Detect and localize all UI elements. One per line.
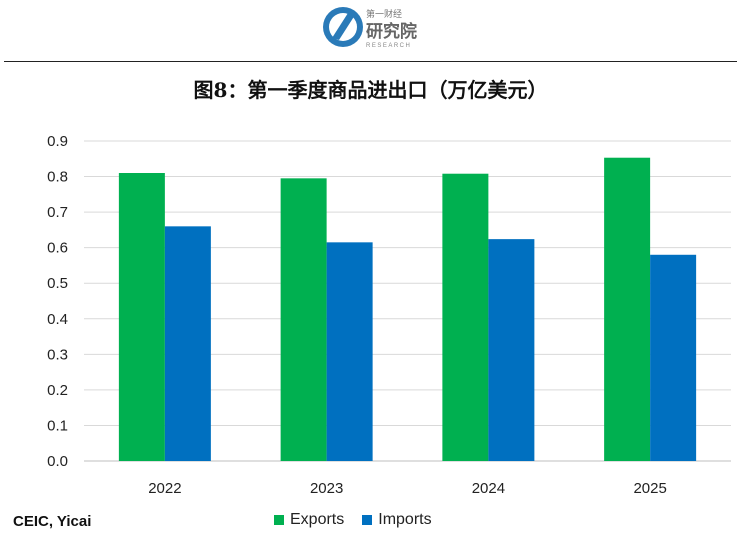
x-tick-label: 2023 (310, 480, 343, 497)
legend-label-imports: Imports (378, 511, 432, 528)
y-tick-label: 0.9 (47, 133, 68, 150)
header-divider (4, 61, 737, 62)
legend-swatch-exports (274, 515, 284, 525)
y-tick-label: 0.6 (47, 240, 68, 257)
x-tick-label: 2022 (148, 480, 181, 497)
x-tick-label: 2024 (472, 480, 505, 497)
y-tick-label: 0.1 (47, 417, 68, 434)
bar-exports-2025 (604, 157, 651, 461)
logo-top-text: 第一财经 (366, 8, 402, 19)
bar-imports-2023 (326, 242, 373, 461)
legend-swatch-imports (362, 515, 373, 525)
logo-sub-text: RESEARCH (366, 43, 411, 49)
y-tick-label: 0.3 (47, 346, 68, 363)
bar-imports-2025 (650, 254, 697, 461)
chart-title: 图8：第一季度商品进出口（万亿美元） (193, 78, 548, 102)
x-tick-label: 2025 (633, 480, 666, 497)
y-tick-label: 0.7 (47, 204, 68, 221)
bar-imports-2024 (488, 239, 535, 461)
y-tick-label: 0.0 (47, 453, 68, 470)
y-axis-tick-labels: 0.0 0.1 0.2 0.3 0.4 0.5 0.6 0.7 0.8 0.9 (47, 133, 68, 470)
bar-imports-2022 (164, 226, 211, 461)
bar-marks (118, 157, 697, 462)
y-tick-label: 0.5 (47, 275, 68, 292)
chart-legend: Exports Imports (274, 511, 432, 529)
y-tick-label: 0.4 (47, 311, 68, 328)
source-note: CEIC, Yicai (13, 513, 92, 530)
logo-main-text: 研究院 (366, 21, 417, 42)
logo-emblem-icon: 第一财经 研究院 RESEARCH (323, 7, 417, 49)
legend-label-exports: Exports (290, 511, 345, 528)
legend-item-exports: Exports (274, 511, 344, 529)
bar-exports-2022 (118, 173, 165, 461)
y-tick-label: 0.2 (47, 382, 68, 399)
yicai-research-logo: 第一财经 研究院 RESEARCH (318, 4, 438, 54)
x-axis-tick-labels: 2022 2023 2024 2025 (148, 480, 667, 497)
bar-exports-2024 (442, 173, 489, 461)
legend-item-imports: Imports (362, 511, 432, 529)
bar-exports-2023 (280, 178, 327, 462)
y-tick-label: 0.8 (47, 169, 68, 186)
